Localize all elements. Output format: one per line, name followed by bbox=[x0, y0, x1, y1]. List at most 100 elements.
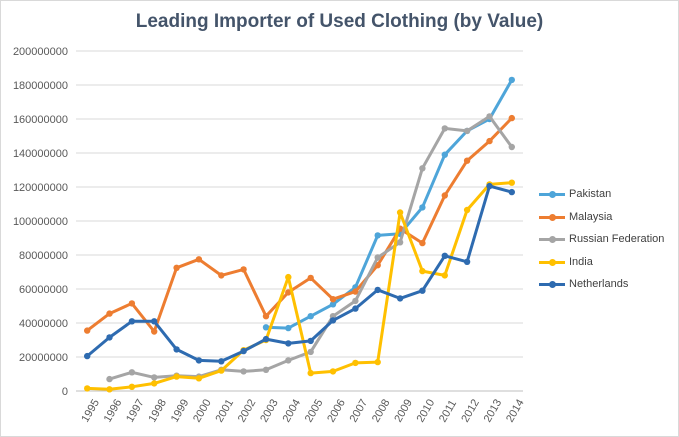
legend-label: Russian Federation bbox=[569, 233, 665, 246]
legend-swatch bbox=[539, 257, 565, 267]
legend-item-india: India bbox=[539, 251, 679, 274]
y-tick-label: 140000000 bbox=[13, 148, 68, 160]
y-tick-label: 180000000 bbox=[13, 80, 68, 92]
x-tick-label: 2005 bbox=[303, 397, 326, 424]
data-point-russian-federation bbox=[463, 127, 471, 135]
data-point-malaysia bbox=[486, 137, 493, 145]
data-point-netherlands bbox=[441, 252, 448, 259]
data-point-pakistan bbox=[508, 76, 515, 84]
legend-label: India bbox=[569, 255, 593, 268]
data-point-india bbox=[396, 209, 404, 216]
data-point-netherlands bbox=[195, 357, 203, 364]
data-point-india bbox=[195, 375, 203, 382]
x-tick-label: 2008 bbox=[370, 397, 393, 424]
x-tick-label: 2001 bbox=[213, 397, 236, 424]
data-point-russian-federation bbox=[128, 369, 136, 376]
data-point-russian-federation bbox=[486, 113, 493, 120]
y-tick-label: 160000000 bbox=[13, 114, 68, 126]
data-point-pakistan bbox=[307, 313, 314, 320]
data-point-netherlands bbox=[84, 352, 91, 360]
y-tick-label: 200000000 bbox=[13, 46, 68, 58]
legend-item-malaysia: Malaysia bbox=[539, 206, 679, 229]
data-point-malaysia bbox=[128, 300, 136, 307]
data-point-netherlands bbox=[262, 335, 270, 343]
x-tick-label: 1999 bbox=[169, 397, 192, 424]
data-point-netherlands bbox=[396, 295, 404, 302]
data-point-netherlands bbox=[486, 182, 493, 190]
data-point-india bbox=[128, 383, 136, 390]
data-point-pakistan bbox=[441, 151, 448, 158]
legend-swatch bbox=[539, 189, 565, 199]
legend-swatch bbox=[539, 279, 565, 289]
data-point-india bbox=[106, 386, 113, 393]
series-line-india bbox=[85, 181, 514, 391]
data-point-india bbox=[352, 359, 359, 367]
data-point-pakistan bbox=[374, 232, 381, 239]
data-point-malaysia bbox=[151, 328, 158, 335]
x-tick-label: 2012 bbox=[459, 397, 482, 424]
data-point-netherlands bbox=[285, 340, 292, 347]
y-tick-label: 80000000 bbox=[19, 250, 68, 262]
y-tick-label: 60000000 bbox=[19, 284, 68, 296]
data-point-malaysia bbox=[419, 239, 426, 247]
data-point-netherlands bbox=[240, 347, 247, 355]
data-point-netherlands bbox=[151, 318, 158, 325]
data-point-india bbox=[285, 273, 292, 281]
data-point-india bbox=[218, 367, 225, 374]
data-point-russian-federation bbox=[151, 374, 158, 381]
data-point-india bbox=[441, 272, 448, 279]
data-point-netherlands bbox=[329, 317, 337, 324]
x-tick-label: 2002 bbox=[236, 397, 259, 424]
x-tick-label: 1998 bbox=[146, 397, 169, 424]
data-point-india bbox=[151, 380, 158, 387]
data-point-malaysia bbox=[352, 288, 359, 295]
y-tick-label: 100000000 bbox=[13, 216, 68, 228]
chart-title: Leading Importer of Used Clothing (by Va… bbox=[135, 11, 544, 32]
data-point-netherlands bbox=[173, 346, 180, 353]
data-point-russian-federation bbox=[262, 366, 270, 373]
legend-swatch bbox=[539, 234, 565, 244]
x-tick-label: 1996 bbox=[102, 397, 125, 424]
data-point-india bbox=[307, 369, 314, 377]
data-point-malaysia bbox=[218, 272, 225, 279]
series-line-malaysia bbox=[85, 116, 514, 333]
x-tick-label: 2007 bbox=[348, 397, 371, 424]
data-point-netherlands bbox=[218, 358, 225, 365]
series-line-netherlands bbox=[85, 184, 514, 363]
data-point-india bbox=[329, 368, 337, 375]
data-point-malaysia bbox=[262, 313, 270, 320]
data-point-pakistan bbox=[262, 324, 270, 331]
legend-item-netherlands: Netherlands bbox=[539, 273, 679, 296]
data-point-russian-federation bbox=[285, 357, 292, 364]
data-point-malaysia bbox=[307, 274, 314, 282]
x-tick-label: 2014 bbox=[504, 397, 527, 424]
data-point-india bbox=[419, 267, 426, 275]
x-tick-label: 2000 bbox=[191, 397, 214, 424]
data-point-malaysia bbox=[285, 289, 292, 296]
y-tick-label: 40000000 bbox=[19, 318, 68, 330]
data-point-russian-federation bbox=[419, 165, 426, 172]
x-tick-label: 2009 bbox=[392, 397, 415, 424]
x-tick-label: 2004 bbox=[281, 397, 304, 424]
data-point-india bbox=[463, 206, 471, 214]
data-point-malaysia bbox=[441, 192, 448, 199]
legend-label: Pakistan bbox=[569, 188, 612, 201]
data-point-russian-federation bbox=[374, 254, 381, 261]
data-point-netherlands bbox=[106, 334, 113, 341]
data-point-russian-federation bbox=[106, 375, 113, 383]
legend-label: Malaysia bbox=[569, 210, 613, 223]
x-tick-label: 2011 bbox=[437, 398, 459, 424]
data-point-malaysia bbox=[106, 310, 113, 317]
x-tick-label: 2013 bbox=[482, 397, 505, 424]
data-point-netherlands bbox=[128, 318, 136, 325]
data-point-pakistan bbox=[419, 204, 426, 211]
data-point-malaysia bbox=[84, 327, 91, 334]
legend-swatch bbox=[539, 212, 565, 222]
data-point-pakistan bbox=[329, 301, 337, 308]
data-point-netherlands bbox=[352, 305, 359, 312]
y-tick-label: 120000000 bbox=[13, 182, 68, 194]
x-tick-label: 2003 bbox=[258, 397, 281, 424]
legend-item-pakistan: Pakistan bbox=[539, 183, 679, 206]
